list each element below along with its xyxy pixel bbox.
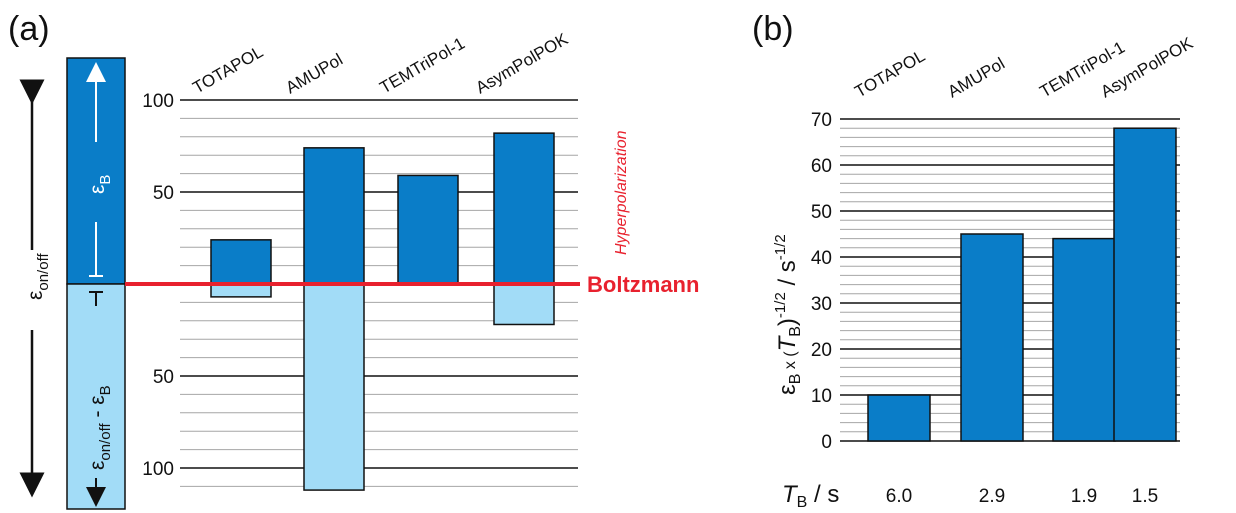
bar xyxy=(960,233,1024,442)
bar-depletion xyxy=(303,283,365,491)
tb-value: 1.5 xyxy=(1132,486,1158,507)
diff-label: εon/off - εB xyxy=(86,385,114,470)
panel-b-tb-values: 6.0 2.9 1.9 1.5 xyxy=(886,486,1158,507)
category-label: AsymPolPOK xyxy=(473,29,572,97)
tick-label: 10 xyxy=(811,386,832,407)
eps-onoff-label: εon/off xyxy=(24,253,52,300)
panel-b-x-axis-label: TB / s xyxy=(782,481,839,511)
tick-label: 20 xyxy=(811,340,832,361)
bar-enhancement xyxy=(303,147,365,285)
panel-b-y-axis-label: εB x (TB)-1/2 / s-1/2 xyxy=(772,234,804,395)
bar xyxy=(867,394,931,442)
tick-label: 30 xyxy=(811,294,832,315)
panel-a-label: (a) xyxy=(8,10,50,48)
tick-label-up: 50 xyxy=(153,183,174,204)
eps-b-label: εB xyxy=(86,175,114,194)
category-label: TOTAPOL xyxy=(852,46,929,101)
category-label: TEMTriPol-1 xyxy=(377,34,469,98)
hyperpolarization-label: Hyperpolarization xyxy=(613,130,630,255)
category-label: AMUPol xyxy=(283,50,347,98)
bar xyxy=(1113,127,1177,442)
boltzmann-label: Boltzmann xyxy=(587,272,699,297)
bar-enhancement xyxy=(493,132,555,285)
tick-label: 70 xyxy=(811,110,832,131)
bar-enhancement xyxy=(397,174,459,285)
category-label: TOTAPOL xyxy=(190,42,267,97)
tb-value: 1.9 xyxy=(1071,486,1097,507)
panel-a-bars xyxy=(210,132,555,491)
bar-depletion xyxy=(493,283,555,326)
bar xyxy=(1052,237,1116,442)
tick-label: 40 xyxy=(811,248,832,269)
panel-b-label: (b) xyxy=(752,10,794,48)
panel-a-category-labels: TOTAPOL AMUPol TEMTriPol-1 AsymPolPOK xyxy=(190,29,572,97)
panel-b-bars xyxy=(867,127,1177,442)
panel-a: (a) εon/off εB εon/off - εB 50 100 50 100 T… xyxy=(8,10,699,510)
scale-column-lower xyxy=(66,283,126,510)
tb-value: 2.9 xyxy=(979,486,1005,507)
panel-a-tick-labels: 50 100 50 100 xyxy=(142,91,174,480)
tick-label: 50 xyxy=(811,202,832,223)
tick-label: 60 xyxy=(811,156,832,177)
tick-label-up: 100 xyxy=(142,91,174,112)
tick-label: 0 xyxy=(821,432,832,453)
tb-value: 6.0 xyxy=(886,486,912,507)
tick-label-down: 50 xyxy=(153,367,174,388)
tick-label-down: 100 xyxy=(142,459,174,480)
category-label: AMUPol xyxy=(945,54,1009,102)
bar-enhancement xyxy=(210,239,272,285)
panel-b-tick-labels: 0 10 20 30 40 50 60 70 xyxy=(811,110,832,453)
